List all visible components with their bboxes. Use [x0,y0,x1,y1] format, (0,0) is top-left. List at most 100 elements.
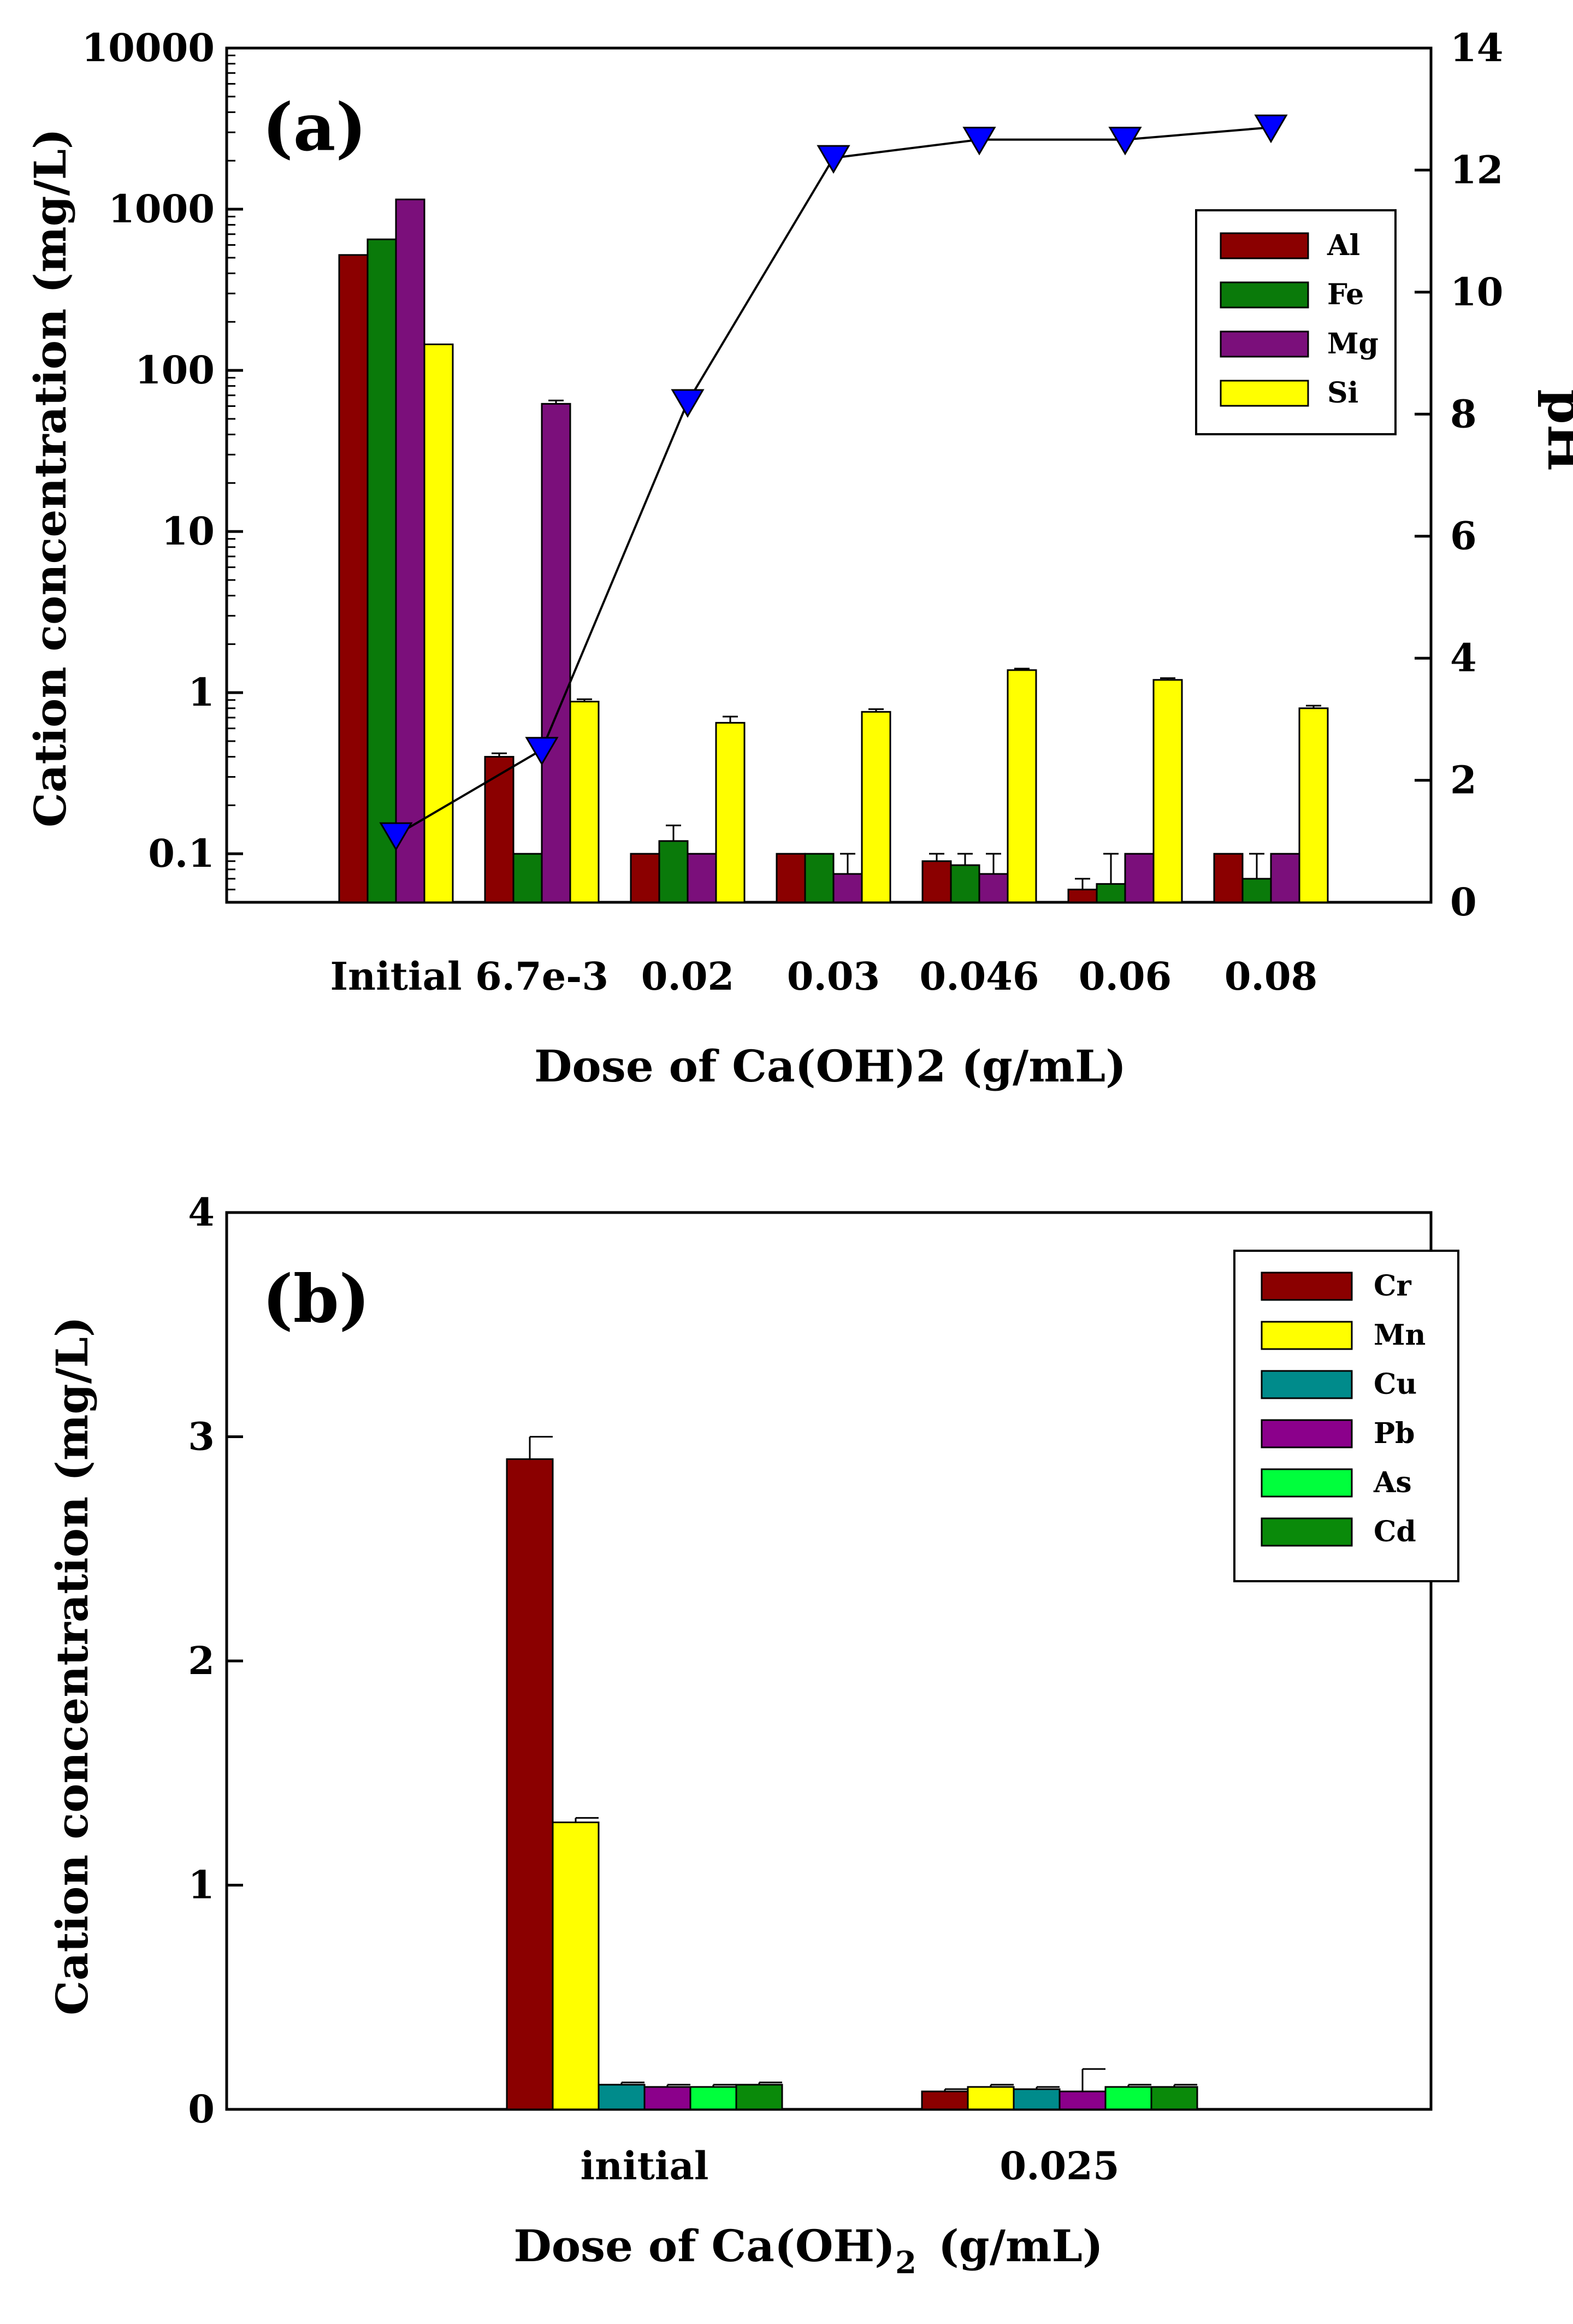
panel-a-bar-al [338,254,369,903]
panel-b-legend-swatch-mn [1261,1321,1353,1350]
panel-b-legend-label-cu: Cu [1374,1368,1417,1401]
panel-b-x-axis-title-main: Dose of Ca(OH) [513,2220,895,2272]
panel-a-legend-label-mg: Mg [1327,327,1379,360]
panel-a-bar-mg [687,853,717,903]
panel-a-legend-swatch-mg [1220,330,1309,358]
panel-b-bar-cu [598,2084,646,2110]
panel-b-legend-swatch-cu [1261,1370,1353,1399]
panel-a-y2-tick-label: 6 [1450,513,1477,559]
chart-a: 0.1 1 10 100 1000 10000 0 2 4 6 8 10 12 14 Initial 6.7e… [81,25,1503,999]
panel-a-bar-si [861,711,891,903]
panel-a-x-tick-label: 0.08 [1225,954,1318,999]
panel-b-y-tick-label: 0 [188,2086,215,2132]
panel-a-y2-tick-label: 10 [1450,269,1503,315]
panel-a-ph-point [379,822,413,851]
panel-a-bar-al [630,853,660,903]
panel-a-x-tick-label: 0.046 [919,954,1039,999]
panel-a-bar-si [1152,679,1183,903]
panel-a-y2-tick-label: 4 [1450,635,1477,681]
panel-a-legend-swatch-si [1220,380,1309,407]
panel-a-bar-mg [1270,853,1300,903]
panel-b-x-axis-title-units: (g/mL) [938,2220,1103,2272]
panel-b-legend-label-cd: Cd [1374,1515,1416,1548]
panel-b-legend-swatch-cd [1261,1517,1353,1547]
panel-a-x-tick-label: 0.02 [641,954,735,999]
panel-a-bar-al [776,853,806,903]
panel-a-bar-fe [1096,883,1126,903]
panel-a-ph-point [1254,114,1288,144]
panel-a-ph-point [671,389,705,418]
panel-a-bar-mg [978,873,1009,903]
panel-b-bar-mn [552,1822,600,2110]
panel-b-y-tick-label: 3 [188,1414,215,1459]
panel-b-bar-cd [735,2084,783,2110]
panel-a-bar-mg [832,873,863,903]
panel-a-x-tick-label: Initial [330,954,462,999]
panel-b-bar-cr [921,2090,969,2110]
panel-b-bar-cr [506,1458,554,2110]
panel-a-bar-fe [366,238,397,903]
panel-b-legend-label-mn: Mn [1374,1318,1426,1352]
panel-a-bar-al [1067,889,1098,903]
chart-b: 0 1 2 3 4 initial 0.025 Cr Mn Cu Pb As Cd [188,1190,1459,2189]
panel-a-ph-point [1108,127,1142,156]
panel-a-y2-axis-title: pH [1536,389,1573,471]
panel-a-y-tick-label: 100 [135,347,215,393]
panel-b-bar-pb [643,2086,691,2110]
panel-a-legend-label-fe: Fe [1327,278,1364,311]
panel-a-x-tick-label: 6.7e-3 [475,954,608,999]
panel-b-legend-swatch-pb [1261,1419,1353,1448]
panel-a-bar-si [715,722,746,903]
panel-b-label: (b) [262,1261,370,1338]
panel-a-y-tick-label: 1 [188,670,215,715]
panel-b-x-tick-label: initial [581,2143,709,2189]
panel-b-legend-swatch-as [1261,1468,1353,1498]
panel-a-y2-tick-label: 12 [1450,147,1503,192]
panel-a-bar-si [1298,707,1329,903]
panel-a-bar-mg [1124,853,1155,903]
panel-a-label: (a) [262,89,366,166]
panel-b-x-tick-label: 0.025 [1000,2143,1119,2189]
panel-a-x-axis-title: Dose of Ca(OH)2 (g/mL) [534,1040,1126,1092]
panel-b-y-tick-label: 1 [188,1862,215,1908]
panel-a-bar-fe [658,840,689,903]
panel-a-legend-label-al: Al [1327,229,1360,262]
panel-a-bar-mg [395,198,425,903]
panel-a-bar-al [921,860,952,903]
panel-a-bar-si [423,343,454,903]
panel-a-legend-label-si: Si [1327,376,1358,410]
panel-a-y2-tick-label: 0 [1450,879,1477,925]
panel-a-y2-tick-label: 2 [1450,758,1477,803]
panel-a-bar-si [569,701,600,903]
panel-b-bar-cd [1150,2086,1198,2110]
panel-a-y2-tick-label: 8 [1450,391,1477,436]
panel-a-bar-al [1213,853,1244,903]
panel-a-legend-swatch-al [1220,232,1309,259]
panel-b-x-axis-title: Dose of Ca(OH)2 (g/mL) [513,2220,1103,2281]
panel-b-bar-pb [1058,2090,1107,2110]
panel-a-y-axis-title: Cation concentration (mg/L) [25,128,76,827]
panel-b-legend-label-cr: Cr [1374,1269,1411,1303]
panel-b-y-tick-label: 4 [188,1190,215,1235]
panel-b-bar-as [1104,2086,1152,2110]
panel-a-bar-al [484,756,515,903]
panel-b-y-tick-label: 2 [188,1638,215,1683]
panel-b-bar-as [689,2086,737,2110]
panel-b-bar-cu [1013,2088,1061,2110]
panel-a-y2-tick-label: 14 [1450,25,1503,70]
panel-a-y-tick-label: 0.1 [148,831,215,876]
panel-a-legend-swatch-fe [1220,281,1309,309]
panel-a-bar-fe [1241,878,1272,903]
panel-a-ph-point [817,145,850,174]
panel-a-x-tick-label: 0.06 [1079,954,1172,999]
panel-b-y-axis-title: Cation concentration (mg/L) [46,1316,98,2015]
panel-a-y-tick-label: 10 [162,508,215,554]
panel-a-bar-si [1007,669,1037,903]
panel-b-legend-swatch-cr [1261,1272,1353,1301]
panel-b-x-axis-title-subscript: 2 [895,2245,916,2281]
panel-a-y-tick-label: 10000 [81,25,215,70]
panel-b-legend-label-as: As [1373,1466,1412,1499]
panel-a-ph-point [525,737,559,766]
panel-a-bar-fe [512,853,543,903]
panel-b-legend-label-pb: Pb [1374,1417,1415,1450]
